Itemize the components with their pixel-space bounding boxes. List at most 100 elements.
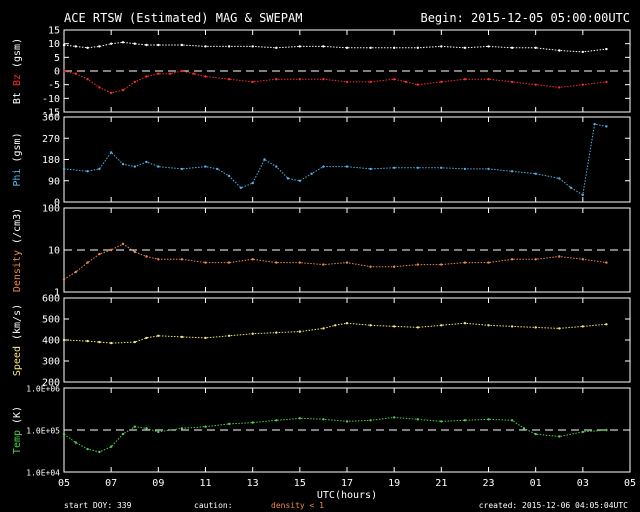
data-point	[74, 441, 78, 444]
y-tick-label: -10	[42, 94, 60, 105]
data-point	[133, 425, 136, 428]
y-axis-label: Density (/cm3)	[12, 208, 23, 292]
y-tick-label: 180	[42, 155, 60, 166]
data-point	[121, 163, 125, 166]
x-tick-label: 17	[341, 478, 353, 489]
series-density	[62, 242, 608, 281]
data-point	[145, 255, 148, 258]
data-point	[487, 78, 490, 81]
x-tick-label: 23	[482, 478, 494, 489]
data-point	[98, 450, 101, 454]
panel-frame	[63, 116, 631, 203]
panel-temp: 1.0E+06 1.0E+05 1.0E+04 Temp (K)	[12, 385, 631, 478]
data-point	[369, 80, 372, 84]
data-point	[110, 248, 113, 252]
y-axis-label: Phi (gsm)	[12, 132, 23, 186]
data-point	[86, 46, 89, 49]
data-point	[204, 425, 207, 428]
data-point	[121, 41, 125, 44]
series-bz	[62, 69, 608, 95]
data-point	[121, 242, 125, 246]
data-point	[581, 258, 584, 261]
series-trace	[63, 322, 607, 344]
x-tick-label: 15	[294, 478, 306, 489]
data-point	[558, 435, 561, 438]
x-tick-label: 05	[624, 478, 636, 489]
data-point	[251, 421, 254, 424]
y-axis-label-unit: (gsm)	[12, 38, 23, 68]
data-point	[133, 165, 136, 168]
data-point	[86, 170, 89, 173]
data-point	[98, 86, 101, 89]
data-point	[487, 45, 490, 48]
data-point	[251, 80, 254, 84]
data-point	[322, 45, 325, 48]
y-axis-label-part: Speed	[12, 340, 23, 376]
footer-caution: caution:	[194, 501, 233, 510]
data-point	[487, 418, 490, 421]
data-point	[180, 43, 184, 47]
chart-title: ACE RTSW (Estimated) MAG & SWEPAM	[64, 11, 302, 25]
begin-time: Begin: 2015-12-05 05:00:00UTC	[420, 11, 630, 25]
x-tick-label: 21	[435, 478, 447, 489]
data-point	[157, 430, 160, 434]
data-point	[110, 91, 113, 95]
data-point	[168, 72, 172, 75]
data-point	[275, 419, 278, 422]
y-axis-label-part: Temp	[12, 424, 23, 454]
data-point	[62, 338, 66, 342]
data-point	[227, 45, 231, 48]
data-point	[581, 83, 584, 86]
data-point	[322, 165, 325, 168]
data-point	[62, 43, 66, 47]
data-point	[416, 418, 419, 421]
data-point	[322, 78, 325, 81]
data-point	[275, 331, 278, 334]
data-point	[605, 80, 608, 84]
data-point	[581, 430, 584, 434]
data-point	[133, 80, 136, 84]
data-point	[463, 46, 467, 49]
data-point	[227, 174, 231, 178]
data-point	[393, 265, 396, 268]
y-axis-label-unit: (K)	[12, 406, 23, 424]
data-point	[251, 258, 254, 261]
data-point	[416, 46, 419, 49]
data-point	[440, 166, 443, 169]
data-point	[110, 341, 113, 345]
data-point	[62, 278, 66, 281]
data-point	[393, 166, 396, 169]
data-point	[322, 263, 325, 266]
data-point	[204, 45, 207, 48]
data-point	[510, 46, 514, 49]
data-point	[534, 326, 537, 329]
x-tick-label: 05	[58, 478, 70, 489]
data-point	[133, 340, 136, 344]
data-point	[345, 261, 349, 264]
y-tick-label: 1.0E+06	[26, 385, 60, 394]
data-point	[345, 420, 349, 423]
x-tick-label: 11	[199, 478, 211, 489]
data-point	[180, 427, 184, 430]
data-point	[275, 261, 278, 264]
data-point	[487, 167, 490, 171]
y-axis-label-unit: (/cm3)	[12, 208, 23, 244]
y-tick-label: 270	[42, 134, 60, 145]
data-point	[227, 261, 231, 264]
data-point	[581, 193, 584, 197]
data-point	[322, 327, 325, 330]
y-tick-label: 100	[42, 204, 60, 215]
data-point	[463, 261, 467, 264]
data-point	[275, 165, 278, 168]
data-point	[145, 427, 148, 430]
footer-start-doy: start DOY: 339	[64, 501, 132, 510]
data-point	[286, 177, 290, 180]
data-point	[345, 322, 349, 325]
data-point	[204, 261, 207, 264]
data-point	[440, 263, 443, 266]
y-tick-label: 500	[42, 315, 60, 326]
series-trace	[63, 123, 607, 196]
data-point	[298, 78, 301, 81]
data-point	[393, 46, 396, 49]
